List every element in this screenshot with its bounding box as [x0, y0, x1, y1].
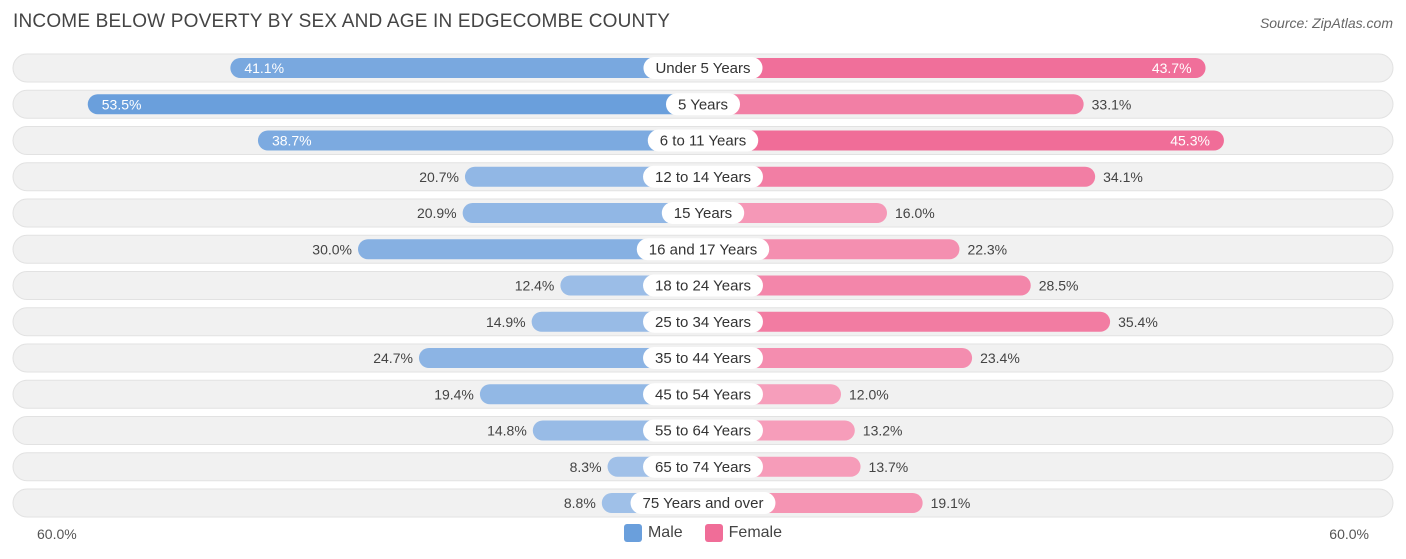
category-label-background	[647, 129, 759, 152]
category-label-background	[643, 347, 763, 369]
male-value-label: 38.7%	[272, 133, 312, 149]
male-value-label: 53.5%	[102, 96, 142, 112]
female-bar	[703, 275, 1031, 296]
legend-female-label: Female	[728, 524, 783, 541]
male-bar	[464, 166, 703, 187]
male-value-label: 8.8%	[564, 495, 596, 511]
category-label-background	[643, 57, 763, 79]
male-bar	[230, 58, 703, 78]
female-value-label: 28.5%	[1039, 278, 1079, 294]
category-label: 75 Years and over	[643, 495, 764, 512]
category-label-background	[643, 165, 763, 188]
female-value-label: 12.0%	[849, 386, 889, 402]
male-value-label: 14.8%	[487, 423, 527, 439]
category-label: 65 to 74 Years	[655, 459, 751, 476]
category-label: 35 to 44 Years	[655, 350, 751, 367]
male-value-label: 24.7%	[373, 350, 413, 366]
category-label: 18 to 24 Years	[655, 278, 751, 295]
chart-title: INCOME BELOW POVERTY BY SEX AND AGE IN E…	[13, 11, 671, 32]
male-value-label: 20.7%	[419, 169, 459, 185]
male-bar	[257, 130, 703, 151]
male-value-label: 20.9%	[417, 205, 457, 221]
female-value-label: 45.3%	[1170, 133, 1210, 149]
male-bar	[418, 348, 703, 368]
female-value-label: 22.3%	[967, 241, 1007, 257]
category-label-background	[643, 419, 763, 442]
male-bar	[87, 94, 703, 115]
category-label-background	[630, 492, 776, 514]
category-label: 55 to 64 Years	[655, 423, 751, 440]
female-bar	[703, 94, 1084, 115]
female-bar	[703, 166, 1096, 187]
legend-item-female: Female	[704, 524, 783, 542]
category-label: 6 to 11 Years	[660, 133, 746, 150]
category-label-background	[643, 455, 763, 478]
category-label: 5 Years	[678, 96, 728, 113]
category-label-background	[661, 202, 745, 224]
legend: Male Female	[0, 524, 1406, 542]
female-value-label: 35.4%	[1118, 314, 1158, 330]
female-value-label: 33.1%	[1092, 96, 1132, 112]
category-label: 15 Years	[674, 205, 732, 222]
female-bar	[703, 311, 1111, 332]
category-label-background	[643, 274, 763, 297]
category-label: 12 to 14 Years	[655, 169, 751, 186]
male-bar	[358, 239, 703, 260]
female-bar	[703, 348, 973, 368]
category-label-background	[636, 238, 770, 261]
source-label: Source: ZipAtlas.com	[1259, 15, 1393, 31]
male-value-label: 30.0%	[312, 241, 352, 257]
female-value-label: 13.7%	[869, 459, 909, 475]
legend-female-swatch	[704, 524, 723, 542]
category-label: Under 5 Years	[655, 60, 750, 77]
female-value-label: 13.2%	[863, 423, 903, 439]
male-bar	[462, 203, 703, 223]
female-bar	[703, 58, 1206, 78]
category-label: 25 to 34 Years	[655, 314, 751, 331]
axis-right-label: 60.0%	[1329, 526, 1369, 542]
female-value-label: 16.0%	[895, 205, 935, 221]
female-value-label: 43.7%	[1152, 60, 1192, 76]
female-value-label: 34.1%	[1103, 169, 1143, 185]
category-label-background	[643, 310, 763, 333]
category-label-background	[643, 383, 763, 406]
male-value-label: 19.4%	[434, 386, 474, 402]
female-value-label: 23.4%	[980, 350, 1020, 366]
category-label-background	[665, 93, 741, 116]
male-value-label: 14.9%	[486, 314, 526, 330]
female-value-label: 19.1%	[931, 495, 971, 511]
female-bar	[703, 130, 1224, 151]
category-label: 45 to 54 Years	[655, 386, 751, 403]
male-value-label: 8.3%	[570, 459, 602, 475]
category-label: 16 and 17 Years	[649, 241, 757, 258]
legend-male-swatch	[623, 524, 642, 542]
male-value-label: 41.1%	[244, 60, 284, 76]
male-value-label: 12.4%	[515, 278, 555, 294]
legend-item-male: Male	[623, 524, 683, 542]
legend-male-label: Male	[647, 524, 683, 541]
axis-left-label: 60.0%	[37, 526, 77, 542]
female-bar	[703, 203, 887, 223]
